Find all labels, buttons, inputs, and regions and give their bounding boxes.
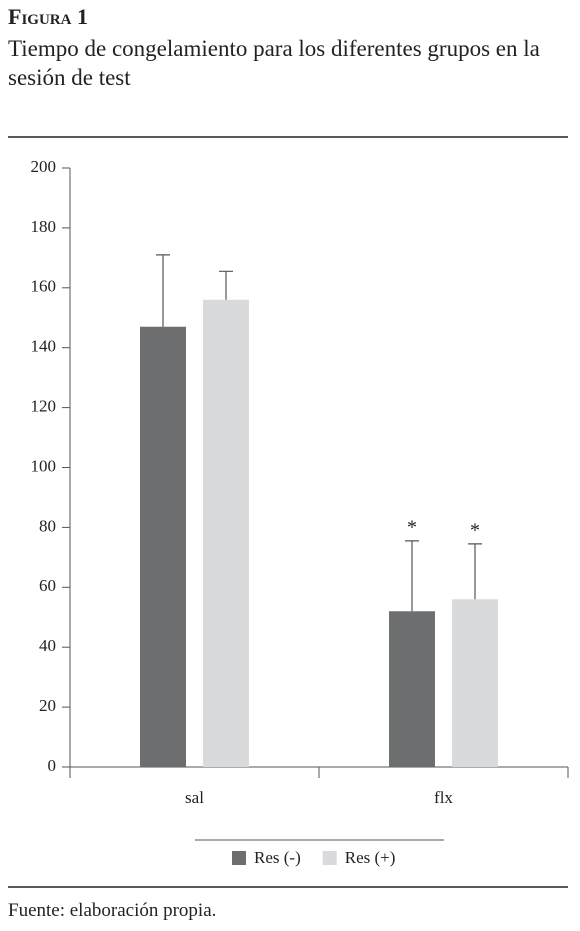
error-bar [156, 254, 170, 327]
error-bar [468, 543, 482, 600]
bar [203, 299, 249, 767]
bar [452, 599, 498, 767]
legend-swatch [322, 851, 337, 865]
error-bar [405, 540, 419, 612]
figure-subtitle: Tiempo de congelamiento para los diferen… [8, 36, 540, 90]
x-tick-label: sal [185, 788, 204, 807]
y-tick-label: 80 [39, 516, 56, 535]
bar [389, 611, 435, 767]
figure-title: Figura 1 [8, 4, 88, 29]
legend-label: Res (-) [254, 848, 301, 867]
significance-marker: * [470, 519, 480, 541]
x-tick-label: flx [434, 788, 453, 807]
y-tick-label: 100 [31, 456, 57, 475]
y-tick-label: 120 [31, 397, 57, 416]
legend-label: Res (+) [345, 848, 396, 867]
y-tick-label: 200 [31, 157, 57, 176]
y-tick-label: 40 [39, 636, 56, 655]
y-tick-label: 160 [31, 277, 57, 296]
y-tick-label: 20 [39, 696, 56, 715]
y-tick-label: 180 [31, 217, 57, 236]
y-tick-label: 0 [48, 756, 57, 775]
source-note: Fuente: elaboración propia. [8, 900, 217, 921]
error-bar [219, 270, 233, 300]
y-tick-label: 140 [31, 337, 57, 356]
legend-swatch [232, 851, 246, 865]
bar [140, 326, 186, 767]
significance-marker: * [407, 516, 417, 538]
y-tick-label: 60 [39, 576, 56, 595]
